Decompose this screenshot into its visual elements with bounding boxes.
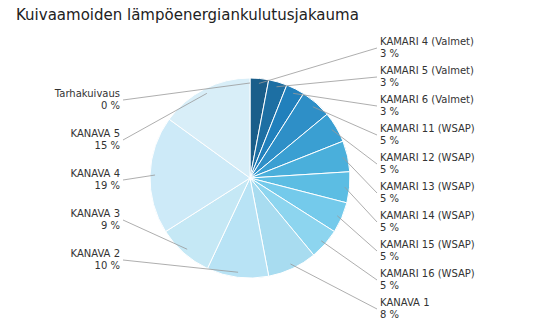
- svg-text:KANAVA 39 %: KANAVA 39 %: [71, 208, 121, 231]
- svg-text:KAMARI 13 (WSAP)5 %: KAMARI 13 (WSAP)5 %: [380, 181, 475, 204]
- svg-text:KAMARI 14 (WSAP)5 %: KAMARI 14 (WSAP)5 %: [380, 210, 475, 233]
- svg-text:KAMARI 11 (WSAP)5 %: KAMARI 11 (WSAP)5 %: [380, 123, 475, 146]
- svg-text:KANAVA 515 %: KANAVA 515 %: [71, 128, 121, 151]
- svg-text:KANAVA 210 %: KANAVA 210 %: [71, 248, 121, 271]
- svg-text:KANAVA 419 %: KANAVA 419 %: [71, 168, 121, 191]
- svg-text:KAMARI 12 (WSAP)5 %: KAMARI 12 (WSAP)5 %: [380, 152, 475, 175]
- svg-text:KAMARI 4 (Valmet)3 %: KAMARI 4 (Valmet)3 %: [380, 36, 474, 59]
- svg-text:KANAVA 18 %: KANAVA 18 %: [380, 297, 430, 320]
- html-text:Kuivaamoiden lämpöenergiankulu: Kuivaamoiden lämpöenergiankulutusjakauma: [16, 6, 359, 24]
- svg-text:KAMARI 5 (Valmet)3 %: KAMARI 5 (Valmet)3 %: [380, 65, 474, 88]
- svg-text:KAMARI 6 (Valmet)3 %: KAMARI 6 (Valmet)3 %: [380, 94, 474, 117]
- svg-text:KAMARI 16 (WSAP)5 %: KAMARI 16 (WSAP)5 %: [380, 268, 475, 291]
- svg-text:KAMARI 15 (WSAP)5 %: KAMARI 15 (WSAP)5 %: [380, 239, 475, 262]
- svg-text:Tarhakuivaus0 %: Tarhakuivaus0 %: [54, 88, 120, 111]
